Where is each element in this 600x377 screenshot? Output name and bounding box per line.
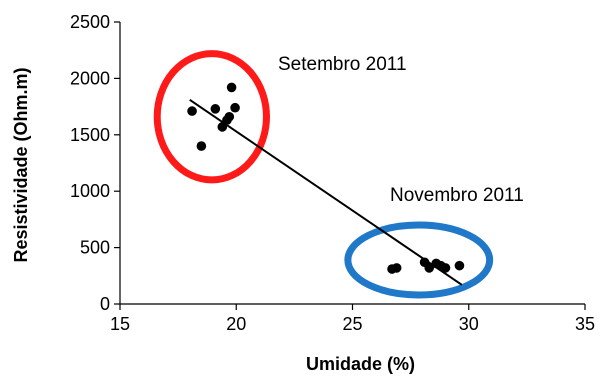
data-points [187, 82, 465, 274]
y-tick-label: 1000 [70, 181, 110, 201]
data-point [440, 263, 451, 273]
data-point [226, 82, 237, 93]
plot-axes [114, 21, 586, 310]
annotation-label: Setembro 2011 [278, 54, 407, 75]
annotation-labels: Setembro 2011 Novembro 2011 [278, 54, 524, 206]
data-point [217, 122, 228, 132]
trendline [189, 99, 463, 286]
highlight-ellipse [153, 50, 270, 184]
x-tick-label: 30 [459, 314, 479, 334]
data-point [424, 263, 435, 273]
data-point [224, 111, 235, 122]
y-tick-label: 2000 [70, 68, 110, 88]
trendline-group [189, 99, 463, 286]
data-point [196, 141, 207, 151]
data-point [391, 263, 402, 273]
y-tick-label: 2500 [70, 12, 110, 32]
highlight-ellipse [344, 221, 494, 299]
highlight-ellipses [153, 50, 494, 299]
x-tick-label: 35 [575, 314, 595, 334]
x-tick-label: 15 [110, 314, 130, 334]
x-tick-label: 25 [342, 314, 362, 334]
data-point [187, 106, 197, 116]
y-axis-title: Resistividade (Ohm.m) [11, 67, 31, 262]
y-tick-label: 1500 [70, 125, 110, 145]
x-axis-title: Umidade (%) [306, 354, 415, 374]
annotation-label: Novembro 2011 [390, 185, 524, 206]
y-tick-label: 500 [80, 238, 110, 258]
data-point [210, 104, 221, 114]
axis-labels: 15 20 25 30 35 0 500 1000 1500 2000 2500 Umidade (%… [11, 12, 595, 374]
data-point [230, 102, 240, 113]
data-point [454, 260, 465, 271]
y-tick-label: 0 [100, 294, 110, 314]
x-tick-label: 20 [226, 314, 246, 334]
